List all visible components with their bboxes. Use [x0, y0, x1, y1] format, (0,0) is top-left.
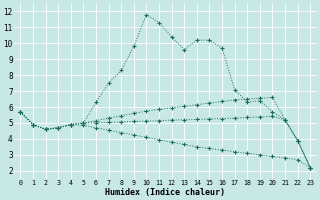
X-axis label: Humidex (Indice chaleur): Humidex (Indice chaleur) — [105, 188, 225, 197]
